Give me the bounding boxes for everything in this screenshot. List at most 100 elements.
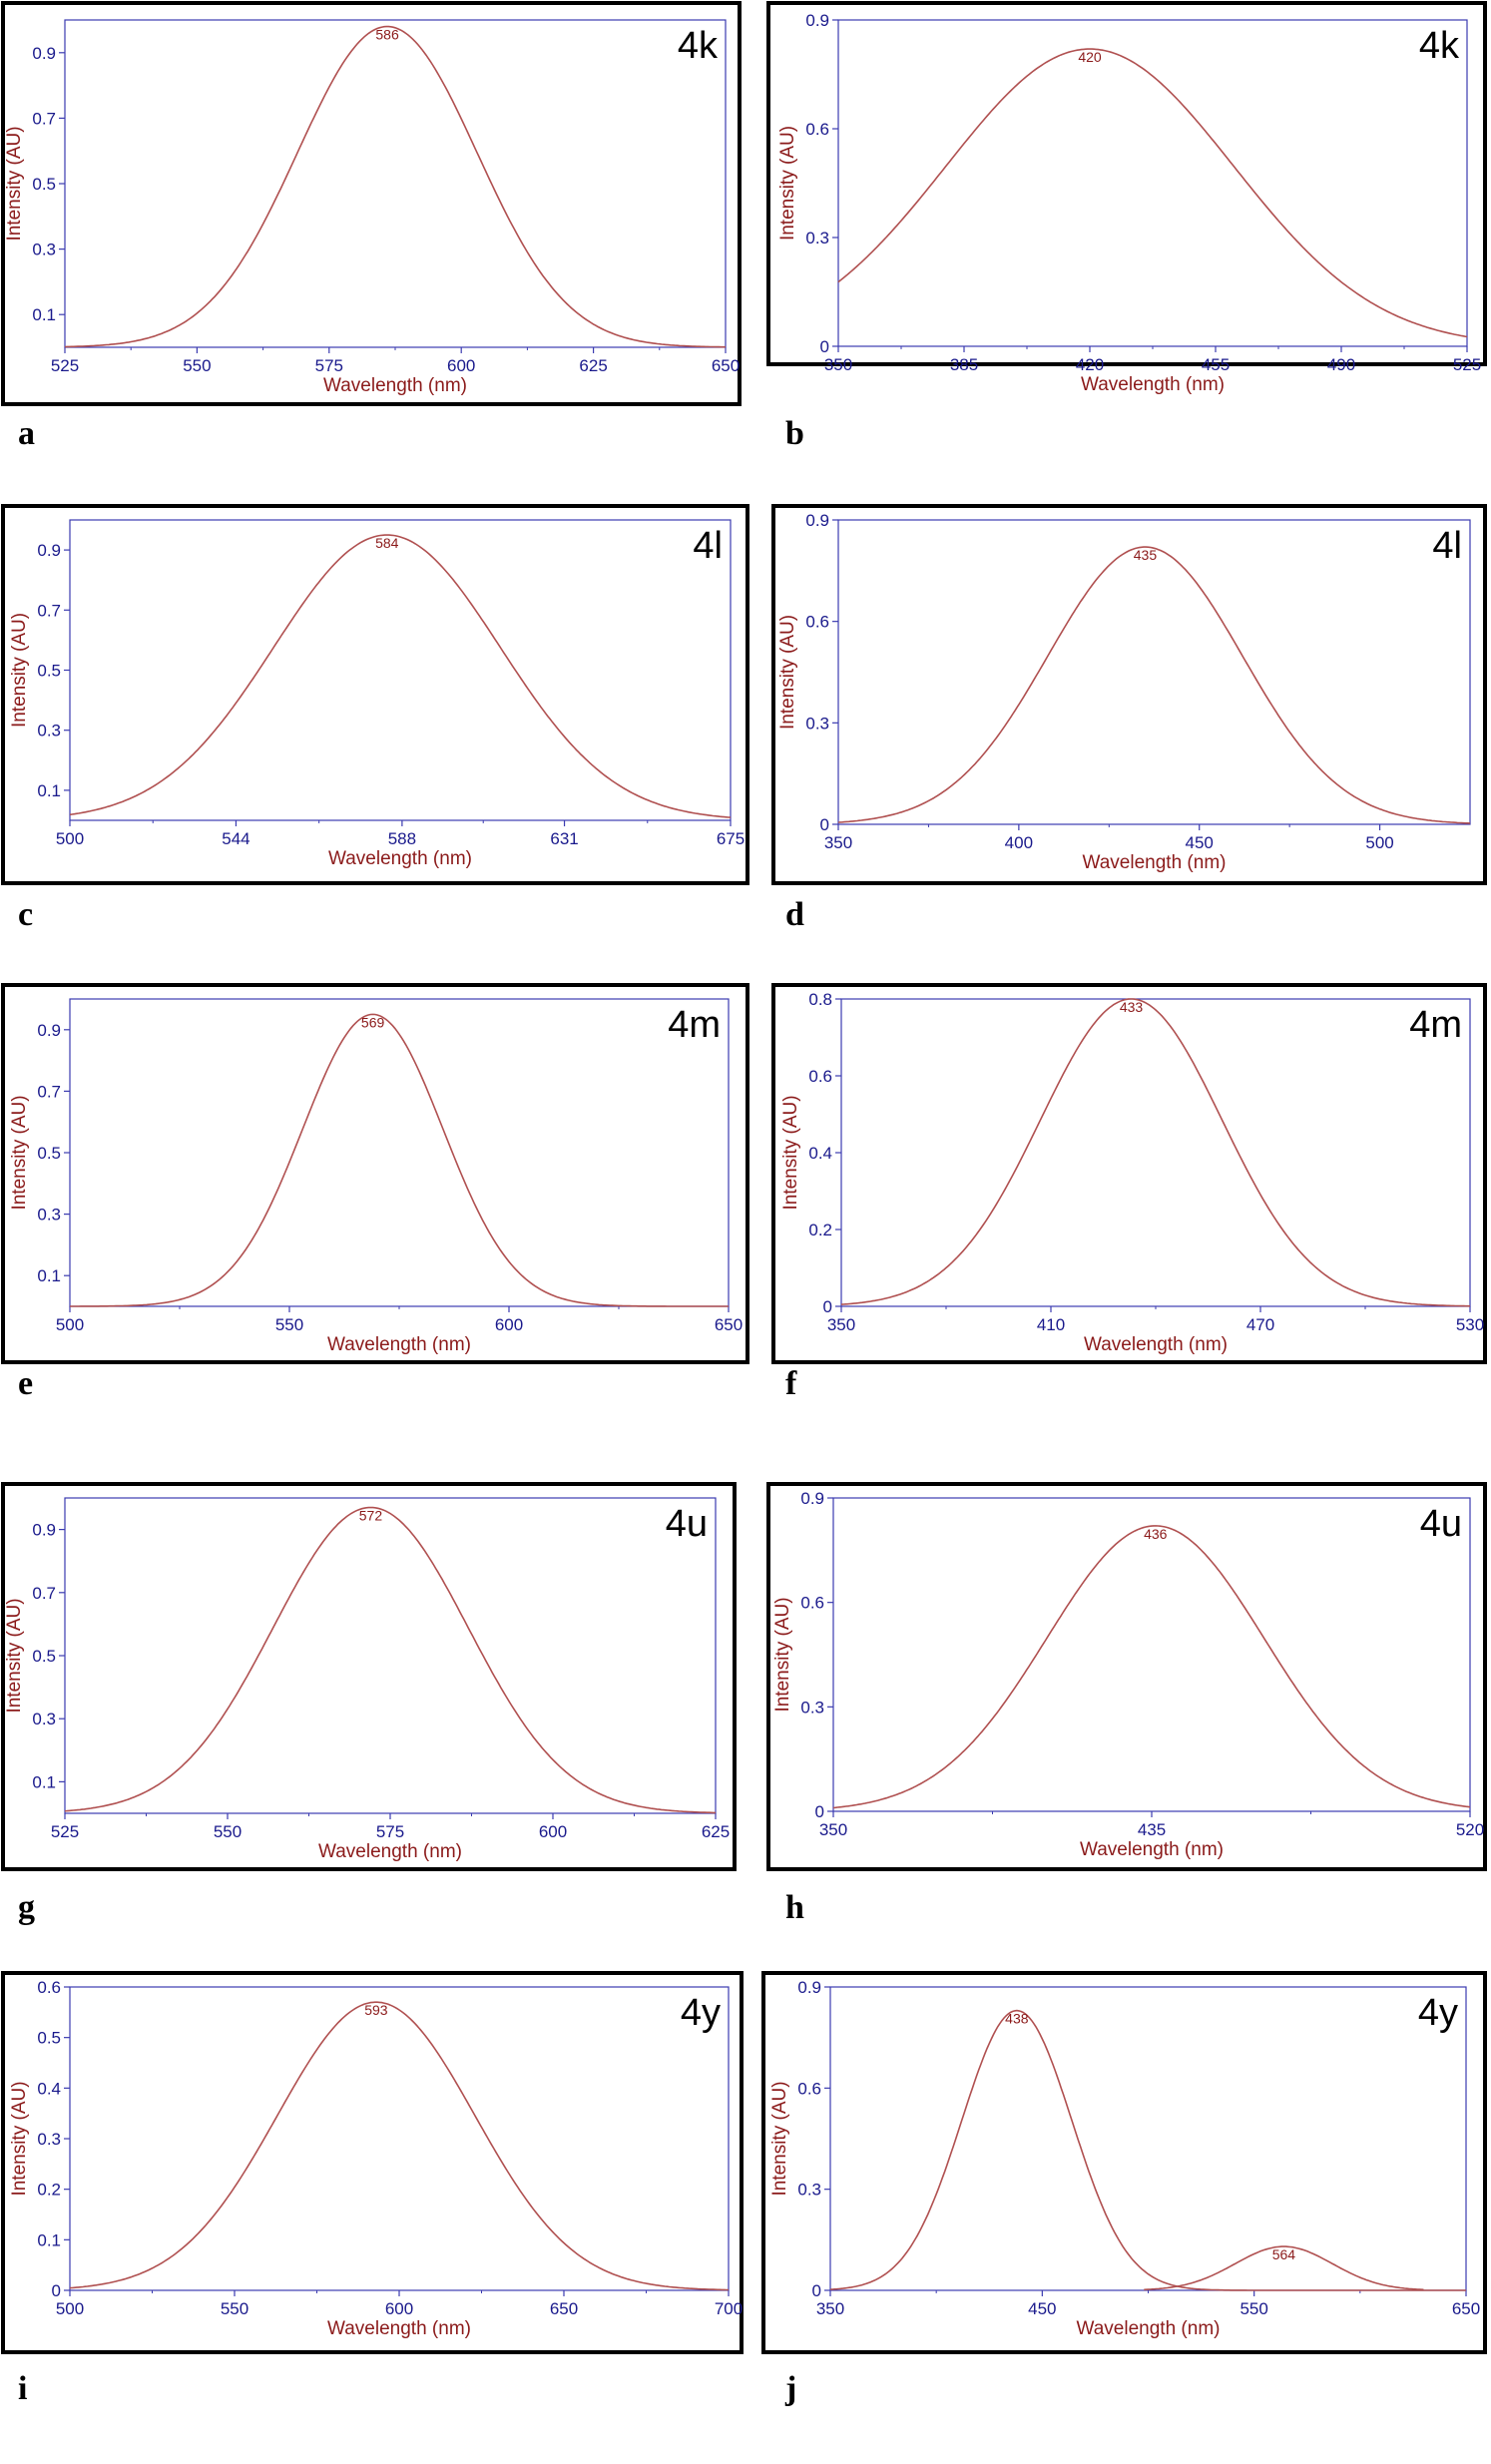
y-tick-label: 0.9 [37, 541, 61, 560]
plot-area [832, 1497, 1471, 1812]
plot-area [829, 1986, 1467, 2291]
peak-label: 569 [361, 1014, 385, 1030]
y-tick-label: 0.6 [797, 2079, 821, 2098]
compound-label: 4k [678, 25, 719, 67]
peak-label: 438 [1005, 2011, 1029, 2027]
panel-frame [771, 504, 1487, 885]
y-tick-label: 0.9 [32, 1521, 56, 1540]
y-axis-title: Intensity (AU) [4, 1598, 25, 1713]
compound-label: 4k [1419, 25, 1460, 67]
peak-label: 420 [1078, 49, 1102, 65]
panel-d: 350 400 450 500 0 0.3 0.6 0.9 Wavelength (nm) Int… [771, 504, 1487, 933]
x-axis-title: Wavelength (nm) [327, 1334, 471, 1355]
x-tick-label: 350 [816, 2299, 844, 2318]
y-tick-label: 0.1 [37, 1266, 61, 1285]
x-tick-label: 450 [1186, 833, 1214, 852]
x-tick-label: 500 [56, 829, 84, 848]
compound-label: 4m [668, 1004, 721, 1046]
y-tick-label: 0.5 [37, 2029, 61, 2048]
x-tick-label: 631 [550, 829, 578, 848]
y-tick-label: 0.4 [37, 2079, 61, 2098]
x-tick-label: 500 [56, 2299, 84, 2318]
y-tick-label: 0.9 [805, 511, 829, 530]
panel-frame [1, 504, 749, 885]
x-tick-label: 455 [1202, 355, 1230, 374]
spectrum-curve [840, 998, 1470, 1307]
peak-label: 436 [1144, 1526, 1168, 1542]
y-axis-title: Intensity (AU) [777, 615, 798, 730]
plot-area [69, 1986, 730, 2291]
x-axis-title: Wavelength (nm) [1084, 1334, 1228, 1355]
y-axis-title: Intensity (AU) [769, 2081, 790, 2196]
y-tick-label: 0.5 [37, 662, 61, 681]
compound-label: 4u [1420, 1503, 1462, 1545]
y-tick-label: 0.9 [37, 1021, 61, 1040]
y-axis-title: Intensity (AU) [9, 1095, 30, 1210]
y-tick-label: 0.7 [32, 1584, 56, 1603]
compound-label: 4y [1418, 1992, 1458, 2034]
y-tick-label: 0.7 [37, 601, 61, 620]
y-tick-label: 0.1 [37, 2230, 61, 2249]
x-tick-label: 550 [183, 356, 211, 375]
y-tick-label: 0.6 [37, 1978, 61, 1997]
x-tick-label: 588 [388, 829, 416, 848]
y-tick-label: 0.1 [32, 1772, 56, 1791]
y-tick-label: 0.3 [37, 2130, 61, 2149]
panel-letter: h [785, 1889, 804, 1926]
peak-label: 435 [1134, 547, 1158, 563]
x-axis-title: Wavelength (nm) [1077, 2318, 1221, 2339]
panel-f: 350 410 470 530 0 0.2 0.4 0.6 0.8 Wavelength (nm)… [771, 983, 1487, 1402]
spectrum-curve [69, 2001, 729, 2291]
plot-area [837, 519, 1471, 825]
panel-h: 350 435 520 0 0.3 0.6 0.9 Wavelength (nm) Intens… [766, 1482, 1487, 1926]
x-tick-label: 650 [712, 356, 740, 375]
peak-label: 564 [1272, 2246, 1296, 2262]
plot-area [69, 998, 730, 1307]
x-tick-label: 500 [1365, 833, 1393, 852]
x-tick-label: 625 [579, 356, 607, 375]
panel-c: 500 544 588 631 675 0.1 0.3 0.5 0.7 0.9 Wavelength… [1, 504, 749, 933]
x-tick-label: 385 [950, 355, 978, 374]
x-tick-label: 450 [1028, 2299, 1056, 2318]
y-axis-title: Intensity (AU) [4, 126, 25, 241]
panel-frame [1, 983, 749, 1364]
x-tick-label: 420 [1076, 355, 1104, 374]
peak-label: 433 [1120, 999, 1144, 1015]
panel-a: 525 550 575 600 625 650 0.1 0.3 0.5 0.7 0.9 Wavelen… [1, 1, 742, 452]
panel-letter: c [18, 896, 33, 933]
y-tick-label: 0.6 [800, 1594, 824, 1613]
x-tick-label: 350 [824, 833, 852, 852]
peak-label: 593 [364, 2002, 388, 2018]
spectrum-curve [837, 546, 1471, 824]
x-tick-label: 600 [385, 2299, 413, 2318]
x-tick-label: 350 [819, 1820, 847, 1839]
y-tick-label: 0.5 [32, 1647, 56, 1666]
x-tick-label: 350 [824, 355, 852, 374]
y-tick-label: 0.6 [805, 120, 829, 139]
y-tick-label: 0.9 [797, 1978, 821, 1997]
x-tick-label: 700 [715, 2299, 743, 2318]
y-tick-label: 0.3 [37, 722, 61, 740]
compound-label: 4y [681, 1992, 721, 2034]
y-tick-label: 0.1 [37, 781, 61, 800]
panel-letter: e [18, 1365, 33, 1402]
y-tick-label: 0.9 [805, 11, 829, 30]
x-tick-label: 675 [717, 829, 745, 848]
y-tick-label: 0.3 [797, 2181, 821, 2200]
y-tick-label: 0 [812, 2281, 821, 2300]
panel-letter: j [784, 2370, 796, 2407]
x-tick-label: 500 [56, 1315, 84, 1334]
x-tick-label: 575 [315, 356, 343, 375]
panel-letter: b [785, 415, 804, 452]
y-tick-label: 0.3 [37, 1206, 61, 1225]
peak-label: 584 [375, 535, 399, 551]
y-tick-label: 0.2 [37, 2181, 61, 2200]
x-axis-title: Wavelength (nm) [323, 375, 467, 396]
x-tick-label: 470 [1246, 1315, 1274, 1334]
y-tick-label: 0.6 [805, 613, 829, 632]
peak-label: 586 [375, 27, 399, 43]
x-axis-title: Wavelength (nm) [1083, 852, 1227, 873]
x-tick-label: 525 [51, 356, 79, 375]
x-tick-label: 525 [51, 1822, 79, 1841]
